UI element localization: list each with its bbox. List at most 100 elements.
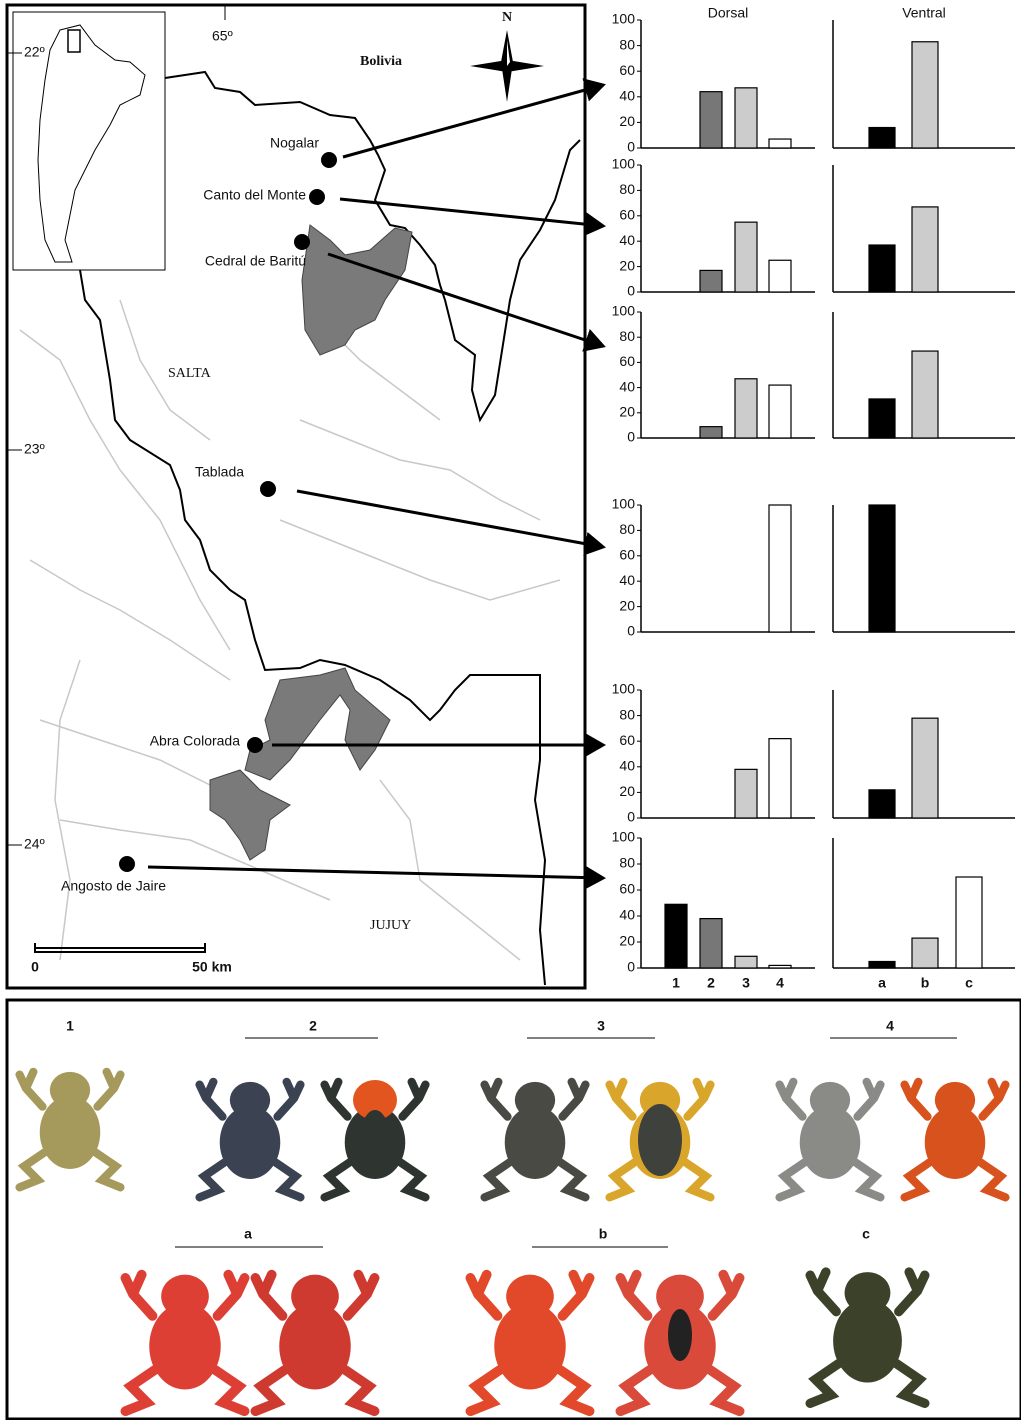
y-tick-label: 60	[619, 353, 635, 369]
bar	[735, 956, 757, 968]
bar	[735, 769, 757, 818]
x-tick-label: 4	[776, 975, 784, 991]
province-label: SALTA	[168, 366, 212, 381]
photo-label: c	[862, 1226, 870, 1242]
x-tick-label: 2	[707, 975, 715, 991]
bar	[769, 260, 791, 292]
bar	[912, 938, 938, 968]
y-tick-label: 60	[619, 547, 635, 563]
y-tick-label: 20	[619, 113, 635, 129]
province-label: JUJUY	[370, 918, 411, 933]
toad-patch	[638, 1104, 682, 1176]
photo-label: 2	[309, 1018, 317, 1034]
site-dot	[294, 234, 310, 250]
y-tick-label: 60	[619, 881, 635, 897]
compass-label: N	[502, 10, 512, 25]
bar	[869, 790, 895, 818]
site-dot	[119, 856, 135, 872]
y-tick-label: 20	[619, 783, 635, 799]
bar	[700, 270, 722, 292]
y-tick-label: 80	[619, 328, 635, 344]
x-tick-label: 1	[672, 975, 680, 991]
figure: 22º 65º Bolivia SALTA 23º 24º JUJUY N 0 …	[0, 0, 1021, 1420]
bar	[700, 92, 722, 148]
photo-label: a	[244, 1226, 252, 1242]
site-dot	[321, 152, 337, 168]
y-tick-label: 40	[619, 88, 635, 104]
y-tick-label: 0	[627, 139, 635, 155]
bar	[700, 919, 722, 968]
site-label: Nogalar	[270, 135, 319, 151]
y-tick-label: 40	[619, 572, 635, 588]
y-tick-label: 20	[619, 404, 635, 420]
y-tick-label: 100	[612, 829, 636, 845]
site-label: Canto del Monte	[203, 187, 306, 203]
bar	[735, 379, 757, 438]
y-tick-label: 80	[619, 855, 635, 871]
y-tick-label: 80	[619, 36, 635, 52]
bar	[869, 245, 895, 292]
site-dot	[309, 189, 325, 205]
bar	[769, 739, 791, 818]
bar	[912, 718, 938, 818]
y-tick-label: 60	[619, 207, 635, 223]
scale-label: 0	[31, 959, 39, 975]
y-tick-label: 100	[612, 681, 636, 697]
x-tick-label: 3	[742, 975, 750, 991]
bar	[735, 222, 757, 292]
photo-label: 4	[886, 1018, 894, 1034]
site-dot	[260, 481, 276, 497]
y-tick-label: 0	[627, 429, 635, 445]
site-label: Cedral de Baritú	[205, 253, 306, 269]
bar	[956, 877, 982, 968]
bar	[665, 904, 687, 968]
y-tick-label: 100	[612, 303, 636, 319]
y-tick-label: 80	[619, 706, 635, 722]
bar	[769, 505, 791, 632]
x-tick-label: a	[878, 975, 886, 991]
country-label: Bolivia	[360, 54, 402, 69]
bar	[912, 207, 938, 292]
y-tick-label: 0	[627, 809, 635, 825]
bar	[769, 385, 791, 438]
toad-patch	[360, 1110, 390, 1170]
y-tick-label: 40	[619, 232, 635, 248]
y-tick-label: 20	[619, 597, 635, 613]
y-tick-label: 80	[619, 181, 635, 197]
y-tick-label: 100	[612, 11, 636, 27]
y-tick-label: 20	[619, 933, 635, 949]
y-tick-label: 0	[627, 959, 635, 975]
y-tick-label: 0	[627, 623, 635, 639]
site-label: Angosto de Jaire	[61, 878, 166, 894]
y-tick-label: 60	[619, 62, 635, 78]
y-tick-label: 20	[619, 257, 635, 273]
y-tick-label: 80	[619, 521, 635, 537]
page: {"map": {"lat_22": "22º", "lon_65": "65º…	[0, 0, 1021, 1420]
y-tick-label: 100	[612, 156, 636, 172]
site-label: Tablada	[195, 464, 244, 480]
bar	[869, 505, 895, 632]
x-tick-label: c	[965, 975, 973, 991]
x-tick-label: b	[921, 975, 930, 991]
y-tick-label: 0	[627, 283, 635, 299]
y-tick-label: 40	[619, 758, 635, 774]
chart-title: Ventral	[902, 5, 946, 21]
photo-label: 1	[66, 1018, 74, 1034]
latitude-label: 24º	[24, 836, 45, 852]
latitude-label: 22º	[24, 44, 45, 60]
bar	[912, 351, 938, 438]
longitude-label: 65º	[212, 28, 233, 44]
bar	[869, 399, 895, 438]
y-tick-label: 40	[619, 907, 635, 923]
y-tick-label: 40	[619, 378, 635, 394]
bar	[700, 427, 722, 438]
latitude-label: 23º	[24, 441, 45, 457]
bar	[769, 139, 791, 148]
toad-patch	[668, 1309, 692, 1361]
photo-label: b	[599, 1226, 608, 1242]
y-tick-label: 100	[612, 496, 636, 512]
photo-label: 3	[597, 1018, 605, 1034]
bar	[869, 962, 895, 969]
bar	[769, 965, 791, 968]
scale-label: 50 km	[192, 959, 232, 975]
